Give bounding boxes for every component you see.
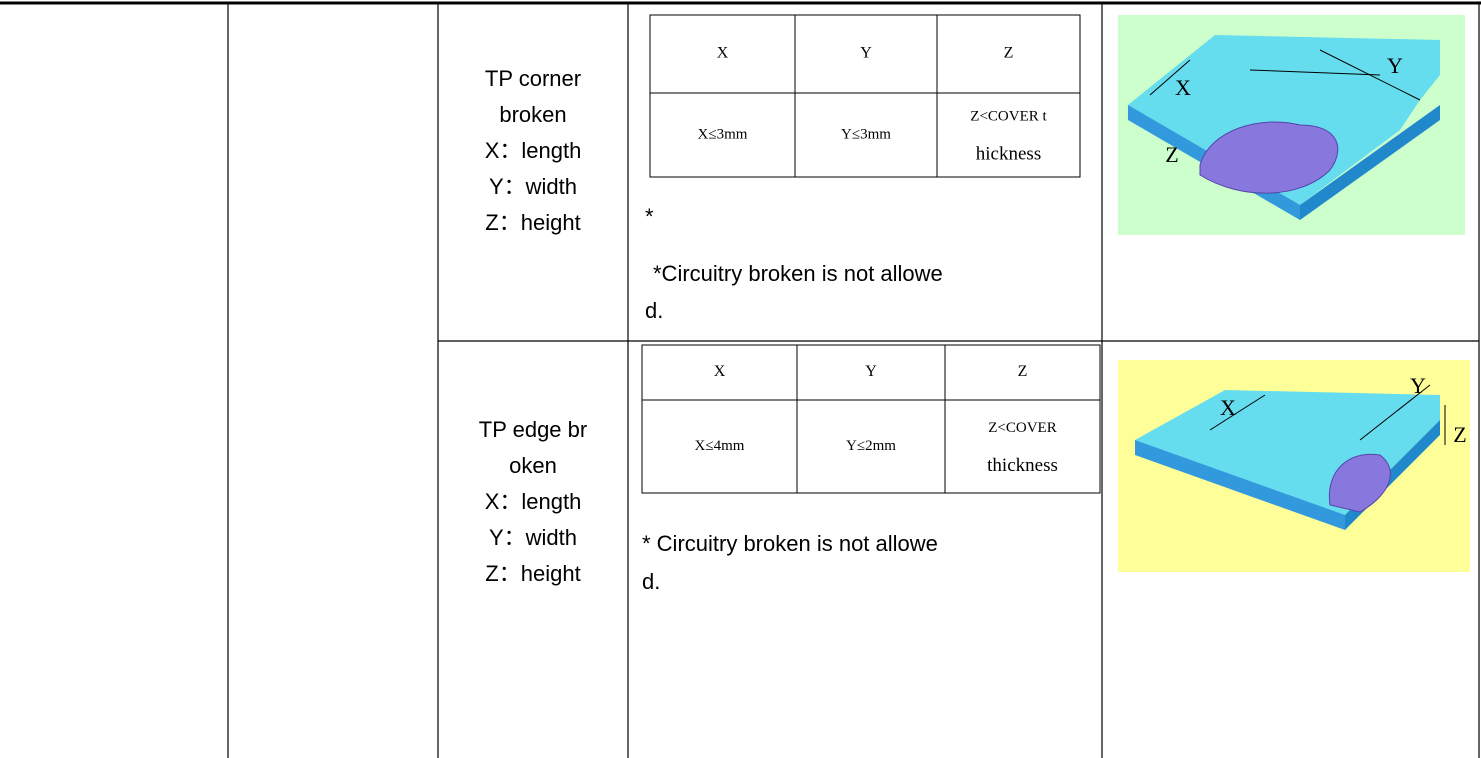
spec-header: Z — [1004, 45, 1014, 62]
defect-text: TP corner — [485, 66, 581, 91]
spec-value: Z<COVER — [988, 420, 1056, 436]
spec-value: thickness — [987, 455, 1058, 476]
spec-value: Y≤2mm — [846, 438, 896, 454]
spec-table — [641, 344, 1101, 494]
spec-header: Y — [865, 363, 877, 380]
spec-border — [649, 14, 1081, 178]
figure-label: X — [1220, 395, 1236, 420]
figure-label: Z — [1165, 142, 1178, 167]
defect-text: broken — [499, 102, 566, 127]
spec-table — [649, 14, 1081, 178]
spec-value: Z<COVER t — [970, 108, 1047, 124]
figure-label: Y — [1387, 53, 1403, 78]
figure-edge — [1118, 360, 1470, 572]
defect-text: X：length — [485, 138, 582, 163]
note-text: * Circuitry broken is not allowe — [642, 531, 938, 556]
spec-border — [641, 344, 1101, 494]
note-text: *Circuitry broken is not allowe — [653, 261, 943, 286]
defect-text: TP edge br — [479, 417, 587, 442]
spec-header: Y — [860, 45, 872, 62]
note-text: d. — [642, 569, 660, 594]
figure-label: X — [1175, 75, 1191, 100]
note-text: * — [645, 204, 654, 229]
spec-value: hickness — [976, 143, 1041, 164]
spec-header: X — [714, 363, 726, 380]
content: TP corner broken X：length Y：width Z：height X X… — [479, 14, 1467, 594]
defect-text: Y：width — [489, 174, 577, 199]
spec-header: X — [717, 45, 729, 62]
note-text: d. — [645, 298, 663, 323]
defect-text: X：length — [485, 489, 582, 514]
spec-value: X≤4mm — [695, 438, 745, 454]
figure-label: Z — [1453, 422, 1466, 447]
defect-text: Z：height — [485, 210, 580, 235]
spec-value: Y≤3mm — [841, 126, 891, 142]
defect-text: Y：width — [489, 525, 577, 550]
figure-label: Y — [1410, 373, 1426, 398]
defect-text: Z：height — [485, 561, 580, 586]
figure-corner — [1118, 15, 1465, 235]
spec-value: X≤3mm — [698, 126, 748, 142]
defect-text: oken — [509, 453, 557, 478]
spec-header: Z — [1018, 363, 1028, 380]
